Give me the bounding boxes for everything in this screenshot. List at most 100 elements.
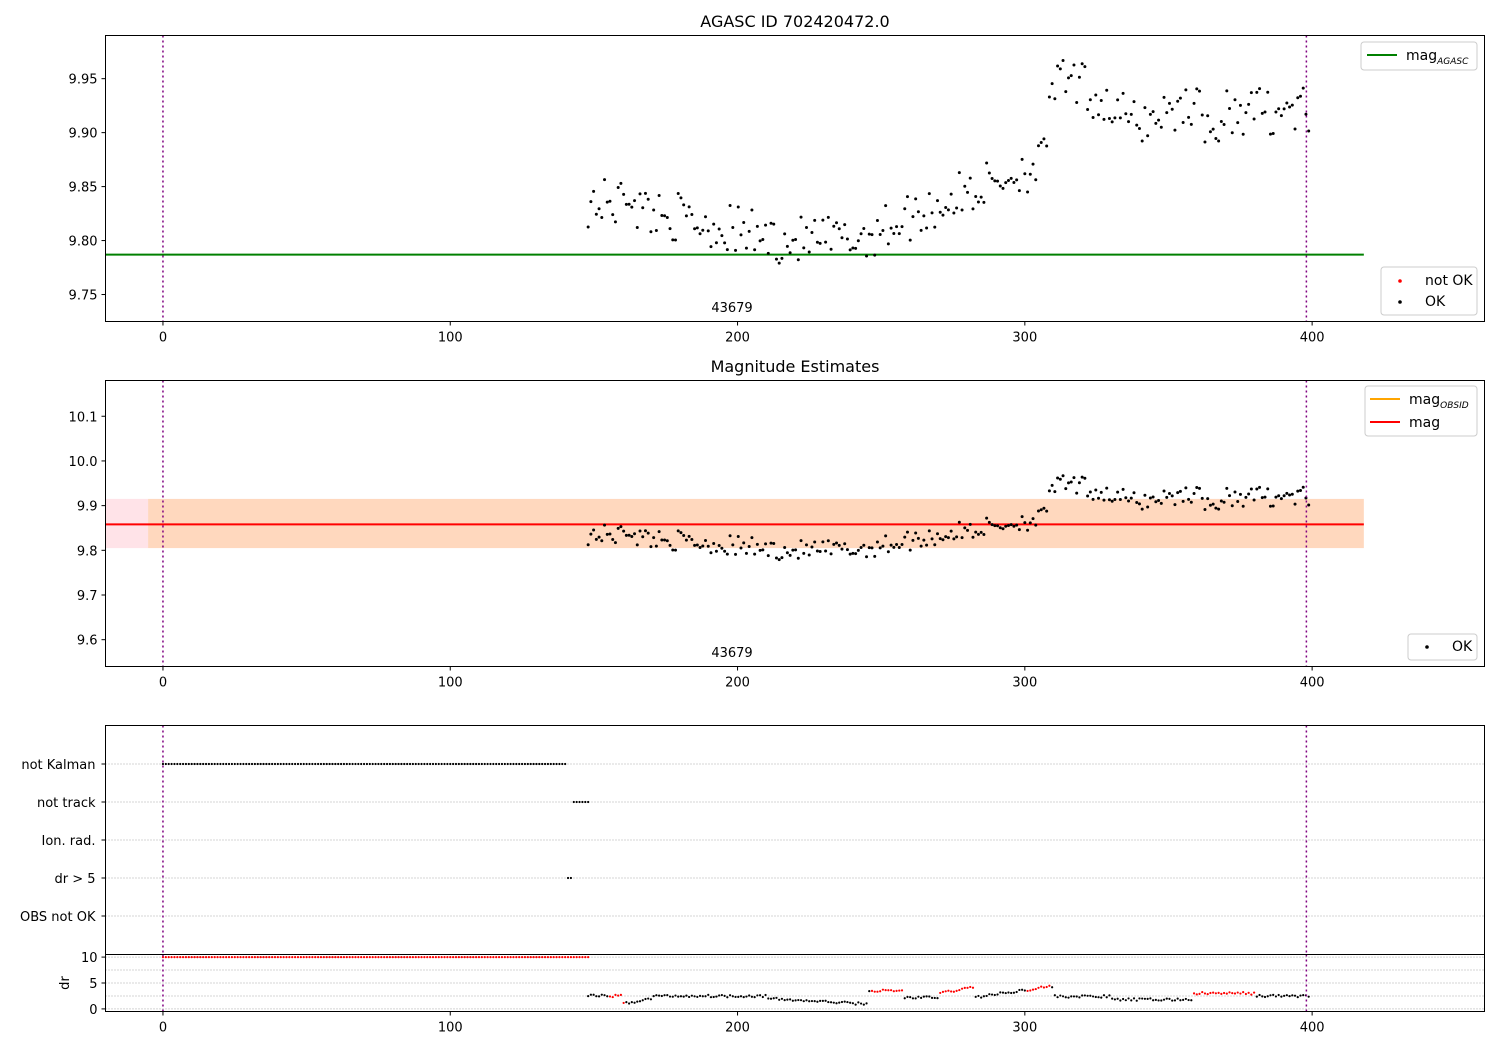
y-tick-label: 10.1 bbox=[69, 410, 98, 425]
mag-point bbox=[886, 242, 890, 246]
mag-point bbox=[1298, 94, 1302, 98]
mag-point bbox=[905, 195, 909, 199]
dr-point-not-ok bbox=[1040, 985, 1043, 988]
flag-point bbox=[581, 800, 584, 804]
mag-point bbox=[845, 237, 849, 241]
dr-point-not-ok bbox=[881, 988, 885, 991]
mag-estimate-point bbox=[1113, 498, 1117, 502]
dr-point-ok bbox=[980, 996, 983, 999]
mag-estimate-point bbox=[750, 536, 754, 540]
mag-point bbox=[714, 241, 718, 245]
dr-point-ok bbox=[1127, 997, 1130, 1000]
mag-point bbox=[979, 195, 983, 199]
mag-point bbox=[1203, 140, 1207, 144]
flag-point bbox=[239, 762, 242, 766]
mag-point bbox=[728, 204, 732, 208]
mag-estimate-point bbox=[1225, 486, 1229, 490]
flag-point bbox=[388, 762, 392, 766]
flag-point bbox=[509, 762, 512, 766]
dr-point-not-ok bbox=[958, 988, 961, 992]
dr-point-ok bbox=[1089, 994, 1092, 997]
dr-point-not-ok bbox=[944, 990, 947, 993]
flag-point bbox=[431, 762, 435, 766]
flag-point bbox=[273, 762, 277, 766]
dr-point-not-ok bbox=[199, 955, 202, 959]
flag-point bbox=[268, 762, 271, 766]
dr-point-not-ok bbox=[1250, 993, 1253, 996]
dr-point-not-ok bbox=[1195, 993, 1198, 996]
mag-estimate-point bbox=[1271, 504, 1275, 508]
mag-point bbox=[1050, 82, 1054, 86]
dr-point-ok bbox=[685, 994, 688, 997]
mag-point bbox=[1020, 157, 1024, 161]
dr-point-not-ok bbox=[457, 955, 460, 959]
mag-estimate-point bbox=[652, 536, 656, 540]
dr-point-not-ok bbox=[446, 955, 449, 959]
mag-point bbox=[1031, 162, 1035, 166]
mag-estimate-point bbox=[892, 545, 896, 549]
dr-point-ok bbox=[1023, 989, 1026, 992]
mag-point bbox=[1124, 112, 1128, 116]
mag-estimate-point bbox=[1162, 489, 1166, 493]
mag-estimate-point bbox=[736, 534, 740, 538]
mag-estimate-point bbox=[1293, 502, 1297, 506]
mag-estimate-point bbox=[1083, 476, 1087, 480]
dr-point-not-ok bbox=[337, 955, 340, 959]
mag-estimate-point bbox=[668, 543, 672, 547]
dr-point-not-ok bbox=[202, 955, 205, 959]
mag-estimate-point bbox=[622, 529, 626, 533]
mag-estimate-point bbox=[843, 542, 847, 546]
mag-estimate-point bbox=[1058, 477, 1062, 481]
mag-point bbox=[1137, 127, 1141, 131]
mag-estimate-point bbox=[1031, 517, 1035, 521]
mag-point bbox=[1252, 117, 1256, 121]
dr-point-not-ok bbox=[414, 955, 417, 959]
mag-point bbox=[1118, 116, 1122, 120]
dr-point-not-ok bbox=[431, 955, 435, 959]
mag-point bbox=[933, 225, 937, 229]
mag-point bbox=[1249, 91, 1253, 95]
mag-point bbox=[725, 248, 729, 252]
x-tick-label: 0 bbox=[159, 676, 167, 691]
mag-estimate-point bbox=[941, 538, 945, 542]
mag-estimate-point bbox=[1178, 489, 1182, 493]
flag-point bbox=[383, 762, 386, 766]
dr-point-not-ok bbox=[520, 955, 524, 959]
mag-point bbox=[671, 238, 675, 242]
dr-point-ok bbox=[990, 993, 994, 996]
mag-point bbox=[597, 207, 601, 211]
flag-point bbox=[569, 876, 573, 880]
dr-point-ok bbox=[1261, 995, 1264, 998]
dr-point-ok bbox=[835, 1002, 838, 1005]
mag-estimate-point bbox=[1039, 508, 1043, 512]
dr-point-not-ok bbox=[1206, 992, 1209, 996]
panel-estimates-frame bbox=[105, 380, 1485, 667]
dr-point-not-ok bbox=[1247, 991, 1250, 994]
mag-point bbox=[821, 218, 825, 222]
mag-estimate-point bbox=[1050, 483, 1054, 487]
flag-point bbox=[202, 762, 205, 766]
mag-point bbox=[766, 251, 770, 255]
flag-point bbox=[477, 762, 481, 766]
dr-point-ok bbox=[682, 995, 685, 998]
mag-point bbox=[1222, 123, 1226, 127]
dr-point-not-ok bbox=[950, 990, 953, 993]
flag-point bbox=[546, 762, 550, 766]
dr-point-not-ok bbox=[311, 955, 314, 959]
mag-estimate-point bbox=[854, 552, 858, 556]
mag-point bbox=[1116, 98, 1120, 102]
dr-point-not-ok bbox=[617, 994, 620, 997]
dr-point-not-ok bbox=[308, 955, 311, 959]
dr-point-not-ok bbox=[265, 955, 268, 959]
dr-point-not-ok bbox=[423, 955, 426, 959]
flag-point bbox=[342, 762, 346, 766]
mag-estimate-point bbox=[963, 526, 967, 530]
mag-estimate-point bbox=[1298, 489, 1302, 493]
mag-point bbox=[966, 190, 970, 194]
mag-point bbox=[1023, 172, 1027, 176]
mag-estimate-point bbox=[1116, 490, 1120, 494]
mag-estimate-point bbox=[1143, 493, 1147, 497]
mag-estimate-point bbox=[1026, 528, 1030, 532]
mag-point bbox=[1238, 103, 1242, 107]
mag-estimate-point bbox=[671, 548, 675, 552]
